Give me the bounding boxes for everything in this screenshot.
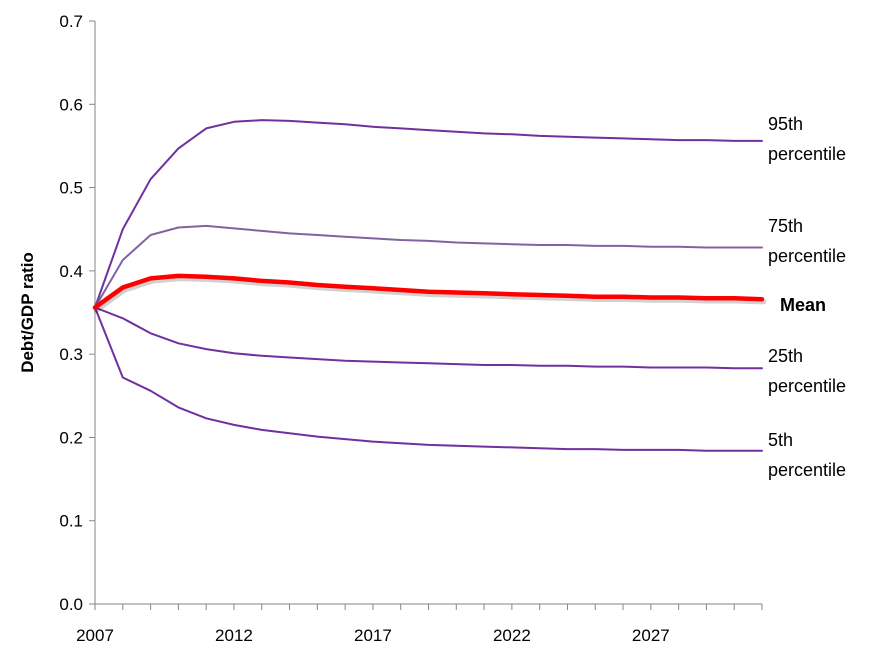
series-label: 5th percentile bbox=[768, 430, 846, 480]
x-tick-label: 2017 bbox=[354, 626, 392, 644]
series-label: 95th percentile bbox=[768, 114, 846, 164]
series-line-25th-percentile bbox=[94, 306, 763, 370]
series-label-line: percentile bbox=[768, 144, 846, 164]
series-line-mean bbox=[92, 273, 765, 310]
series-label-line: 25th bbox=[768, 346, 803, 366]
y-tick-label: 0.5 bbox=[59, 179, 83, 198]
y-tick-label: 0.2 bbox=[59, 428, 83, 447]
y-tick-label: 0.6 bbox=[59, 95, 83, 114]
series-label-line: percentile bbox=[768, 460, 846, 480]
series-label: Mean bbox=[780, 295, 826, 315]
series-label-line: percentile bbox=[768, 246, 846, 266]
x-tick-label: 2022 bbox=[493, 626, 531, 644]
series-label-line: 95th bbox=[768, 114, 803, 134]
y-tick-label: 0.4 bbox=[59, 262, 83, 281]
series-label-line: percentile bbox=[768, 376, 846, 396]
y-tick-label: 0.3 bbox=[59, 345, 83, 364]
series-label: 75th percentile bbox=[768, 216, 846, 266]
x-tick-label: 2007 bbox=[76, 626, 114, 644]
series-line-95th-percentile bbox=[94, 119, 763, 309]
series-line-5th-percentile bbox=[94, 306, 763, 452]
x-tick-label: 2012 bbox=[215, 626, 253, 644]
x-tick-label: 2027 bbox=[632, 626, 670, 644]
series-label-line: 5th bbox=[768, 430, 793, 450]
series-label-line: 75th bbox=[768, 216, 803, 236]
series-label: 25th percentile bbox=[768, 346, 846, 396]
series-line-shadow bbox=[93, 275, 767, 313]
series-label-line: Mean bbox=[780, 295, 826, 315]
y-axis-title: Debt/GDP ratio bbox=[18, 252, 37, 373]
series-line-75th-percentile bbox=[94, 224, 763, 309]
y-tick-label: 0.0 bbox=[59, 595, 83, 614]
y-tick-label: 0.7 bbox=[59, 12, 83, 31]
y-tick-label: 0.1 bbox=[59, 512, 83, 531]
